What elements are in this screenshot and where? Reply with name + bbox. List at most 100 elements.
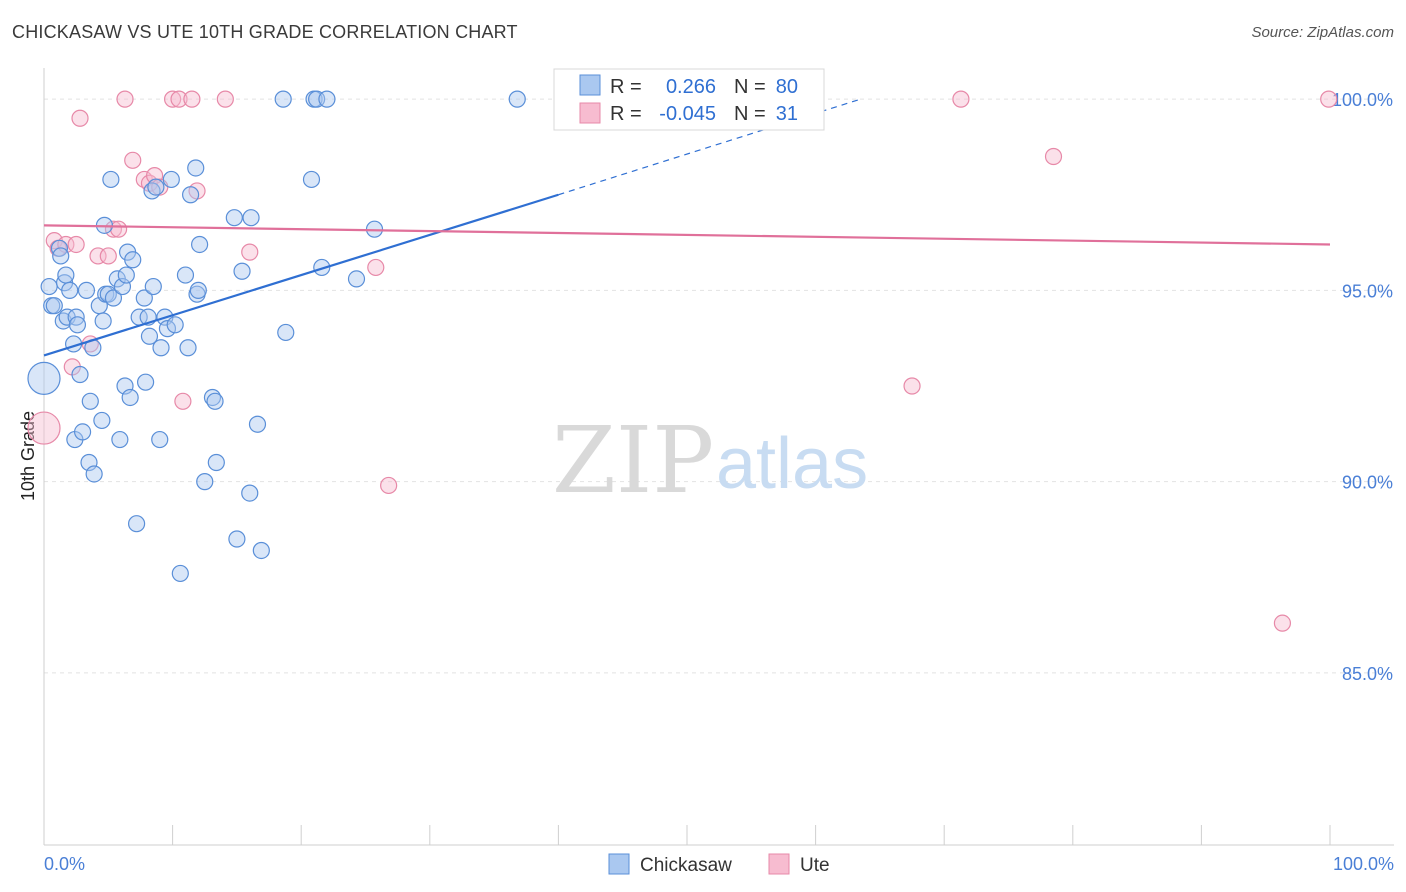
chickasaw-point	[57, 266, 75, 284]
chickasaw-point	[151, 430, 169, 449]
chickasaw-point	[171, 564, 189, 583]
chickasaw-point	[277, 323, 295, 342]
ute-point	[1044, 147, 1063, 166]
ute-point	[109, 220, 128, 238]
axes	[43, 68, 1394, 846]
chickasaw-point	[117, 266, 135, 284]
y-axis-title: 10th Grade	[18, 411, 38, 501]
chickasaw-point	[102, 170, 120, 189]
y-tick-labels: 85.0% 90.0% 95.0% 100.0%	[1332, 90, 1393, 684]
chickasaw-point	[191, 235, 209, 254]
legend-n-label-ute: N =	[734, 103, 766, 125]
chickasaw-point	[45, 297, 63, 315]
ute-point	[164, 90, 182, 108]
chickasaw-point	[241, 484, 259, 502]
chickasaw-point	[233, 262, 251, 280]
chickasaw-point	[274, 90, 292, 108]
ute-point	[124, 151, 142, 169]
y-tick-label: 100.0%	[1332, 90, 1393, 110]
legend-n-value-ute: 31	[776, 103, 798, 125]
ute-point	[170, 90, 188, 108]
ute-point	[1320, 90, 1338, 108]
ute-point	[67, 235, 85, 254]
chickasaw-point	[187, 159, 205, 177]
chickasaw-trend-line	[43, 193, 559, 357]
ute-point	[174, 392, 192, 410]
chickasaw-point	[135, 289, 153, 307]
chickasaw-point	[152, 339, 170, 357]
ute-point	[71, 109, 89, 127]
watermark-atlas: atlas	[716, 424, 868, 504]
chickasaw-point	[61, 281, 79, 299]
legend-swatch-ute	[579, 102, 601, 124]
legend-r-value-ute: -0.045	[659, 103, 716, 125]
chickasaw-point	[93, 411, 111, 430]
chickasaw-point	[347, 270, 366, 288]
chickasaw-point	[127, 515, 146, 533]
chickasaw-point	[196, 473, 214, 491]
ute-point	[952, 90, 970, 108]
chickasaw-point	[158, 320, 177, 338]
ute-point	[99, 247, 117, 265]
chickasaw-point	[313, 258, 331, 277]
chickasaw-point	[144, 277, 162, 296]
chickasaw-point	[71, 365, 89, 384]
ute-point	[367, 258, 385, 277]
chickasaw-point	[252, 541, 270, 560]
chickasaw-point	[248, 415, 267, 433]
chickasaw-point	[52, 247, 70, 265]
bottom-legend-label-ute: Ute	[800, 855, 830, 876]
x-ticks	[43, 825, 1331, 845]
watermark-zip: ZIP	[552, 407, 714, 514]
chickasaw-point	[242, 209, 260, 227]
ute-trend-line	[43, 224, 1331, 246]
chickasaw-point	[68, 316, 87, 334]
chickasaw-point	[166, 316, 184, 334]
gridlines	[44, 98, 1394, 674]
legend-r-label-ute: R =	[610, 103, 642, 125]
ute-point	[216, 90, 234, 108]
chickasaw-point	[189, 281, 207, 299]
chickasaw-point	[124, 251, 142, 269]
legend-r-value-chickasaw: 0.266	[666, 76, 716, 98]
chart-source: Source: ZipAtlas.com	[1251, 24, 1394, 41]
y-tick-label: 85.0%	[1342, 664, 1393, 684]
bottom-legend: Chickasaw Ute	[608, 853, 830, 876]
chickasaw-point	[147, 178, 165, 196]
chickasaw-point	[85, 465, 103, 483]
ute-point	[104, 220, 123, 238]
x-tick-label-max: 100.0%	[1333, 854, 1394, 874]
bottom-legend-swatch-ute	[768, 853, 790, 875]
chickasaw-point	[179, 339, 197, 357]
chickasaw-point	[111, 430, 129, 449]
legend-box: R = 0.266 N = 80 R = -0.045 N = 31	[553, 68, 825, 131]
legend-n-label-chickasaw: N =	[734, 76, 766, 98]
legend-r-label-chickasaw: R =	[610, 76, 642, 98]
chickasaw-point	[121, 388, 139, 407]
ute-point	[27, 411, 61, 445]
legend-n-value-chickasaw: 80	[776, 76, 798, 98]
y-tick-label: 95.0%	[1342, 281, 1393, 301]
ute-point	[183, 90, 201, 108]
chickasaw-point	[182, 186, 200, 204]
ute-point	[1273, 614, 1292, 632]
ute-point	[903, 377, 921, 395]
chickasaw-point	[73, 423, 92, 441]
ute-points	[27, 90, 1338, 632]
x-tick-label-min: 0.0%	[44, 854, 85, 874]
chickasaw-point	[136, 373, 155, 391]
chickasaw-point	[104, 289, 123, 307]
chickasaw-point	[508, 90, 526, 108]
chickasaw-point	[94, 312, 112, 330]
chickasaw-point	[207, 453, 225, 472]
chickasaw-point	[318, 90, 336, 108]
chart-title: CHICKASAW VS UTE 10TH GRADE CORRELATION …	[12, 22, 518, 42]
chickasaw-point	[162, 170, 180, 189]
trend-lines	[43, 98, 1331, 357]
ute-point	[380, 476, 398, 495]
chickasaw-point	[206, 392, 224, 410]
ute-point	[116, 90, 134, 108]
bottom-legend-swatch-chickasaw	[608, 853, 630, 875]
